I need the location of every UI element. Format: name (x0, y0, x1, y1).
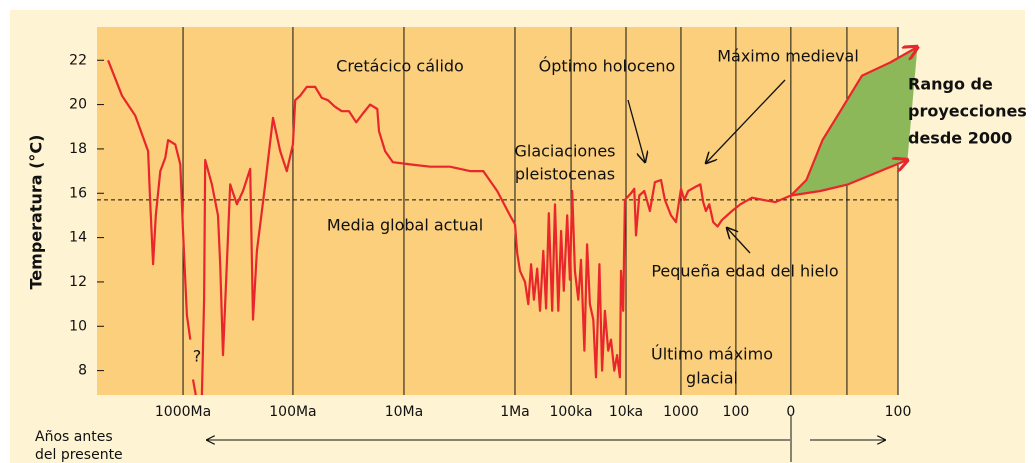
x-axis-label: del presente (35, 447, 123, 463)
annotation: Glaciaciones (514, 142, 615, 161)
y-tick-label: 14 (69, 230, 87, 246)
x-tick-label: 100 (885, 404, 912, 420)
x-tick-label: 100 (723, 404, 750, 420)
x-axis-label: Años antes (35, 429, 113, 445)
y-tick-label: 12 (69, 274, 87, 290)
temperature-line (790, 47, 918, 197)
annotation: Rango de (908, 75, 993, 94)
x-tick-label: 10Ma (385, 404, 423, 420)
x-tick-label: 100Ma (269, 404, 316, 420)
y-tick-label: 20 (69, 97, 87, 113)
x-tick-label: 1000 (663, 404, 699, 420)
annotation: Máximo medieval (717, 47, 859, 66)
temperature-line (790, 160, 908, 197)
annotation: Media global actual (327, 216, 483, 235)
y-axis-label: Temperatura (°C) (27, 135, 46, 290)
annotation-arrow (627, 99, 645, 162)
y-tick-label: 16 (69, 185, 87, 201)
annotation: Último máximo (651, 345, 773, 364)
plot-area (97, 27, 898, 395)
temperature-line (107, 59, 792, 396)
annotation: ? (193, 347, 202, 366)
y-tick-label: 8 (78, 363, 87, 379)
annotation: glacial (686, 369, 738, 388)
annotation-arrow (706, 79, 786, 163)
y-tick-label: 22 (69, 52, 87, 68)
x-tick-label: 100ka (549, 404, 592, 420)
annotation: Cretácico cálido (336, 57, 464, 76)
x-tick-label: 1000Ma (155, 404, 211, 420)
annotation: Óptimo holoceno (539, 57, 676, 76)
projection-range (790, 46, 918, 196)
annotation: proyecciones (908, 102, 1027, 121)
annotation: pleistocenas (515, 165, 615, 184)
annotation-arrow (727, 228, 751, 254)
x-tick-label: 1Ma (500, 404, 530, 420)
annotation: Pequeña edad del hielo (651, 262, 838, 281)
y-tick-label: 18 (69, 141, 87, 157)
x-tick-label: 0 (786, 404, 795, 420)
y-tick-label: 10 (69, 318, 87, 334)
annotation: desde 2000 (908, 129, 1012, 148)
x-tick-label: 10ka (609, 404, 643, 420)
